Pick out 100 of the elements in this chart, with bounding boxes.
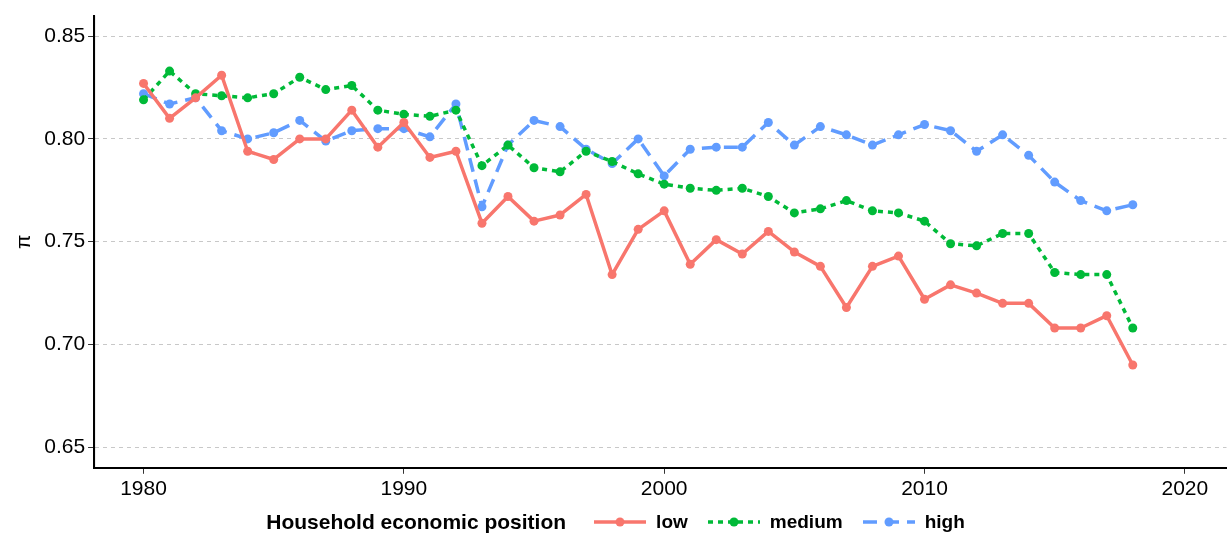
x-tick-label: 2020 bbox=[1161, 476, 1209, 500]
point bbox=[321, 85, 331, 95]
point bbox=[1128, 200, 1138, 210]
point bbox=[269, 154, 279, 164]
point bbox=[451, 146, 461, 156]
point bbox=[841, 302, 851, 312]
point bbox=[972, 146, 982, 156]
y-tick-label: 0.65 bbox=[44, 434, 86, 458]
legend-label: low bbox=[656, 511, 688, 533]
point bbox=[711, 185, 721, 195]
point bbox=[789, 140, 799, 150]
point bbox=[425, 132, 435, 142]
point bbox=[139, 95, 149, 105]
point bbox=[1076, 196, 1086, 206]
point bbox=[711, 235, 721, 245]
point bbox=[659, 179, 669, 189]
point bbox=[998, 228, 1008, 238]
point bbox=[1076, 323, 1086, 333]
point bbox=[763, 226, 773, 236]
point bbox=[815, 261, 825, 271]
point bbox=[1128, 323, 1138, 333]
point bbox=[373, 105, 383, 115]
point bbox=[946, 126, 956, 136]
x-tick-label: 1990 bbox=[380, 476, 428, 500]
point bbox=[165, 66, 175, 76]
point bbox=[295, 72, 305, 82]
point bbox=[373, 124, 383, 134]
point bbox=[555, 167, 565, 177]
point bbox=[1050, 323, 1060, 333]
point bbox=[347, 105, 357, 115]
point bbox=[477, 218, 487, 228]
point bbox=[685, 144, 695, 154]
y-tick-label: 0.80 bbox=[44, 125, 86, 149]
point bbox=[529, 216, 539, 226]
point bbox=[737, 183, 747, 193]
point bbox=[451, 105, 461, 115]
point bbox=[165, 113, 175, 123]
x-tick-label: 2000 bbox=[640, 476, 688, 500]
point bbox=[1050, 177, 1060, 187]
point bbox=[659, 171, 669, 181]
point bbox=[425, 111, 435, 121]
point bbox=[867, 206, 877, 216]
point bbox=[920, 294, 930, 304]
point bbox=[555, 210, 565, 220]
point bbox=[529, 115, 539, 125]
point bbox=[867, 140, 877, 150]
point bbox=[920, 120, 930, 130]
point bbox=[763, 191, 773, 201]
point bbox=[165, 99, 175, 109]
point bbox=[815, 122, 825, 132]
point bbox=[998, 130, 1008, 140]
point bbox=[893, 130, 903, 140]
point bbox=[998, 298, 1008, 308]
point bbox=[1050, 268, 1060, 278]
point bbox=[1024, 150, 1034, 160]
point bbox=[1102, 206, 1112, 216]
point bbox=[763, 117, 773, 127]
point bbox=[529, 163, 539, 173]
point bbox=[633, 224, 643, 234]
point bbox=[789, 247, 799, 257]
point bbox=[399, 117, 409, 127]
point bbox=[503, 191, 513, 201]
point bbox=[841, 130, 851, 140]
point bbox=[789, 208, 799, 218]
point bbox=[685, 183, 695, 193]
point bbox=[607, 270, 617, 280]
point bbox=[347, 126, 357, 136]
point bbox=[243, 146, 253, 156]
y-axis-title: π bbox=[11, 234, 35, 249]
point bbox=[295, 134, 305, 144]
legend-label: medium bbox=[769, 511, 843, 533]
point bbox=[972, 241, 982, 251]
point bbox=[243, 93, 253, 103]
x-tick-label: 2010 bbox=[901, 476, 948, 500]
point bbox=[217, 91, 227, 101]
point bbox=[269, 128, 279, 138]
point bbox=[1102, 270, 1112, 280]
point bbox=[1024, 228, 1034, 238]
point bbox=[659, 206, 669, 216]
point bbox=[477, 161, 487, 171]
point bbox=[425, 152, 435, 162]
point bbox=[737, 142, 747, 152]
point bbox=[347, 80, 357, 90]
point bbox=[685, 259, 695, 269]
point bbox=[269, 89, 279, 99]
point bbox=[1024, 298, 1034, 308]
x-tick-label: 1980 bbox=[120, 476, 167, 500]
point bbox=[477, 202, 487, 212]
y-tick-label: 0.85 bbox=[44, 22, 86, 46]
point bbox=[555, 122, 565, 132]
legend-title: Household economic position bbox=[266, 510, 567, 534]
point bbox=[1128, 360, 1138, 370]
y-tick-label: 0.70 bbox=[44, 331, 86, 355]
point bbox=[373, 142, 383, 152]
point bbox=[217, 70, 227, 80]
point bbox=[841, 196, 851, 206]
point bbox=[711, 142, 721, 152]
legend-label: high bbox=[924, 511, 965, 533]
point bbox=[1102, 311, 1112, 321]
point bbox=[217, 126, 227, 136]
